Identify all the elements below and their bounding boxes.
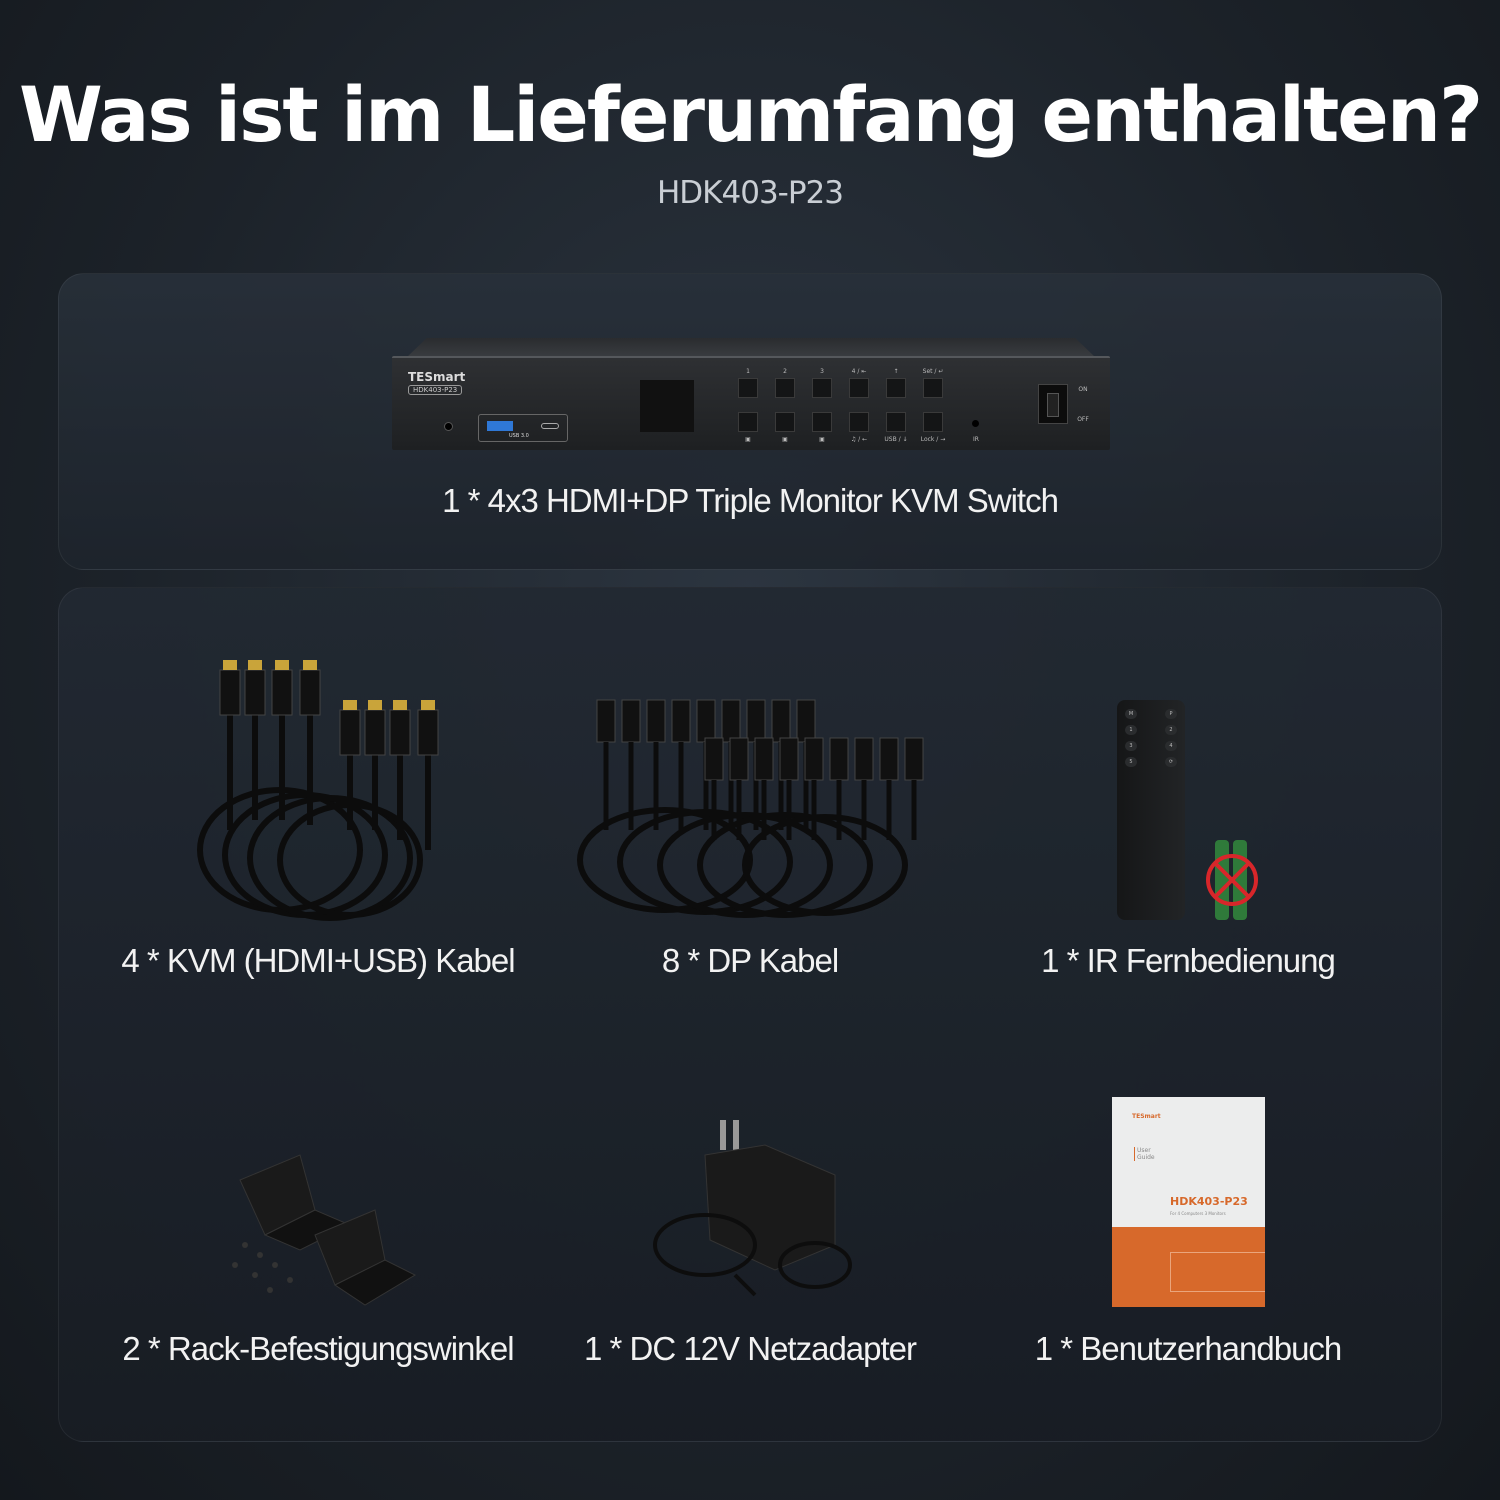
button-label-top: ↑ (893, 368, 899, 375)
main-product-caption: 1 * 4x3 HDMI+DP Triple Monitor KVM Switc… (442, 482, 1059, 519)
dp-plug (721, 699, 741, 743)
power-on-label: ON (1078, 386, 1088, 393)
display-screen (640, 380, 694, 432)
usb-a-port-icon (487, 421, 513, 431)
remote-button: 1 (1125, 725, 1137, 735)
button-label-top: 3 (820, 368, 824, 375)
dp-plug (746, 699, 766, 743)
headphone-jack-icon (444, 422, 453, 431)
dp-plug (671, 699, 691, 743)
remote-button: 5 (1125, 757, 1137, 767)
batteries-not-included-icon (1206, 840, 1258, 920)
button-label-top: Set / ↵ (922, 368, 944, 375)
button-label-top: 2 (783, 368, 787, 375)
front-button-bottom-3 (812, 412, 832, 432)
button-label-bottom: USB / ↓ (884, 436, 908, 443)
dp-plug (904, 737, 924, 781)
dp-cable-image (577, 699, 924, 918)
front-button-top-1 (738, 378, 758, 398)
usb-c-port-icon (541, 423, 559, 429)
dp-plug (754, 737, 774, 781)
user-manual-image: TESmart User Guide HDK403-P23 For 4 Comp… (1112, 1097, 1265, 1307)
manual-label: User Guide (1134, 1147, 1158, 1161)
ir-sensor-icon (972, 420, 979, 427)
switch-brand: TESmart (408, 370, 466, 384)
accessory-caption-adapter: 1 * DC 12V Netzadapter (583, 1330, 917, 1367)
manual-model: HDK403-P23 (1170, 1195, 1248, 1208)
front-button-bottom-1 (738, 412, 758, 432)
rack-bracket-image (232, 1154, 417, 1306)
dp-plug (729, 737, 749, 781)
button-label-bottom: ♫ / ← (850, 436, 868, 443)
accessory-caption-dp: 8 * DP Kabel (661, 942, 839, 979)
remote-button: P (1165, 709, 1177, 719)
front-button-bottom-2 (775, 412, 795, 432)
kvm-switch-image: TESmart HDK403-P23 USB 3.0 1 ▣ 2 ▣ 3 ▣ 4 / … (392, 338, 1110, 450)
dp-plug (879, 737, 899, 781)
button-label-bottom: ▣ (782, 436, 788, 443)
dp-plug (796, 699, 816, 743)
dp-plug (854, 737, 874, 781)
manual-subtitle: For 4 Computers 3 Monitors (1170, 1211, 1226, 1216)
remote-button: 4 (1165, 741, 1177, 751)
button-label-bottom: Lock / → (920, 436, 946, 443)
hdmi-cable-image (197, 660, 439, 921)
manual-orange-band (1112, 1227, 1265, 1307)
dp-plug (829, 737, 849, 781)
button-label-bottom: ▣ (745, 436, 751, 443)
front-button-top-6 (923, 378, 943, 398)
ir-label: IR (973, 436, 979, 443)
remote-control-image: M P 1 2 3 4 5 ⟳ (1117, 700, 1185, 920)
front-button-bottom-5 (886, 412, 906, 432)
dp-plug (621, 699, 641, 743)
front-button-top-5 (886, 378, 906, 398)
accessory-caption-brackets: 2 * Rack-Befestigungswinkel (122, 1330, 514, 1367)
dp-plug (696, 699, 716, 743)
dp-plug (771, 699, 791, 743)
dp-plug (779, 737, 799, 781)
dp-plug (596, 699, 616, 743)
switch-model: HDK403-P23 (408, 385, 463, 395)
dp-plug (646, 699, 666, 743)
front-button-bottom-4 (849, 412, 869, 432)
power-off-label: OFF (1077, 416, 1089, 423)
remote-button: M (1125, 709, 1137, 719)
usb-port-group: USB 3.0 (478, 414, 568, 442)
front-button-top-4 (849, 378, 869, 398)
remote-button: 2 (1165, 725, 1177, 735)
button-label-bottom: ▣ (819, 436, 825, 443)
power-switch (1038, 384, 1068, 424)
button-label-top: 1 (746, 368, 750, 375)
power-adapter-image (653, 1120, 852, 1297)
front-button-top-2 (775, 378, 795, 398)
usb-label: USB 3.0 (509, 433, 529, 439)
remote-button: ⟳ (1165, 757, 1177, 767)
front-button-bottom-6 (923, 412, 943, 432)
button-label-top: 4 / ⇤ (851, 368, 867, 375)
remote-button: 3 (1125, 741, 1137, 751)
accessory-caption-manual: 1 * Benutzerhandbuch (1034, 1330, 1343, 1367)
manual-brand: TESmart (1132, 1113, 1161, 1120)
dp-plug (704, 737, 724, 781)
accessory-caption-hdmi: 4 * KVM (HDMI+USB) Kabel (121, 942, 515, 979)
front-button-top-3 (812, 378, 832, 398)
model-subtitle: HDK403-P23 (656, 175, 844, 211)
page-title: Was ist im Lieferumfang enthalten? (18, 70, 1483, 159)
switch-front: TESmart HDK403-P23 USB 3.0 1 ▣ 2 ▣ 3 ▣ 4 / … (392, 356, 1110, 450)
accessory-caption-remote: 1 * IR Fernbedienung (1041, 942, 1336, 979)
dp-plug (804, 737, 824, 781)
switch-top (406, 338, 1096, 358)
